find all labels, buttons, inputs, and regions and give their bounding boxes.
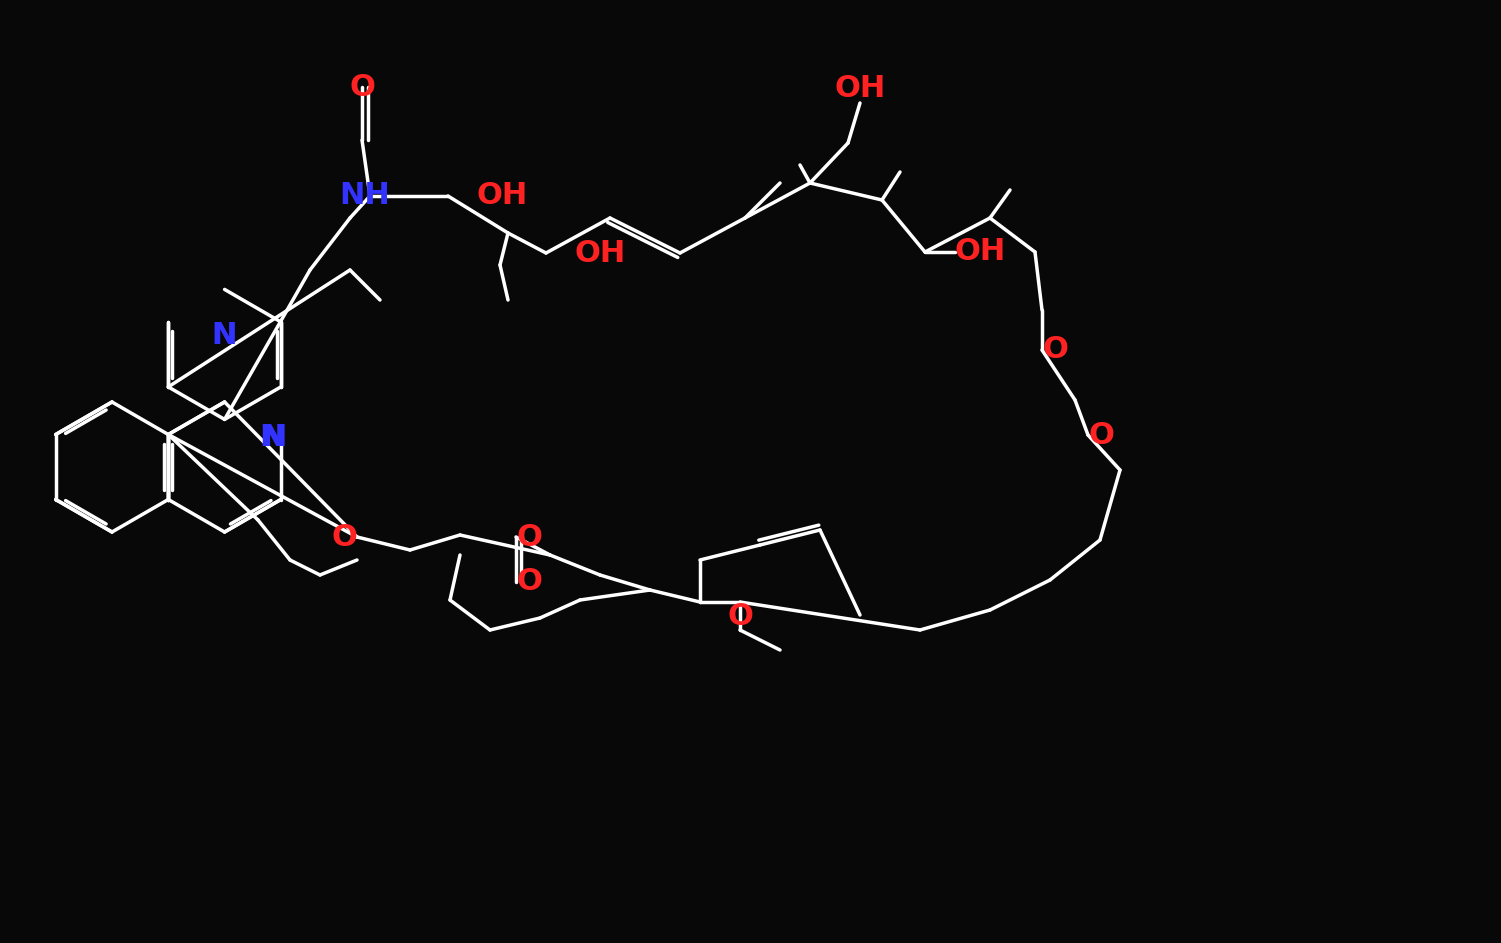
Text: NH: NH (339, 181, 390, 210)
Text: O: O (726, 602, 754, 631)
Text: O: O (332, 522, 357, 552)
Text: N: N (260, 422, 285, 452)
Text: O: O (1088, 421, 1114, 450)
Text: N: N (212, 322, 237, 351)
Text: N: N (212, 322, 237, 351)
Text: O: O (1042, 336, 1067, 365)
Text: OH: OH (575, 239, 626, 268)
Text: OH: OH (476, 181, 527, 210)
Text: O: O (516, 568, 542, 597)
Text: N: N (261, 422, 287, 452)
Text: O: O (350, 73, 375, 102)
Text: OH: OH (835, 74, 886, 103)
Text: OH: OH (955, 238, 1006, 267)
Text: O: O (516, 522, 542, 552)
